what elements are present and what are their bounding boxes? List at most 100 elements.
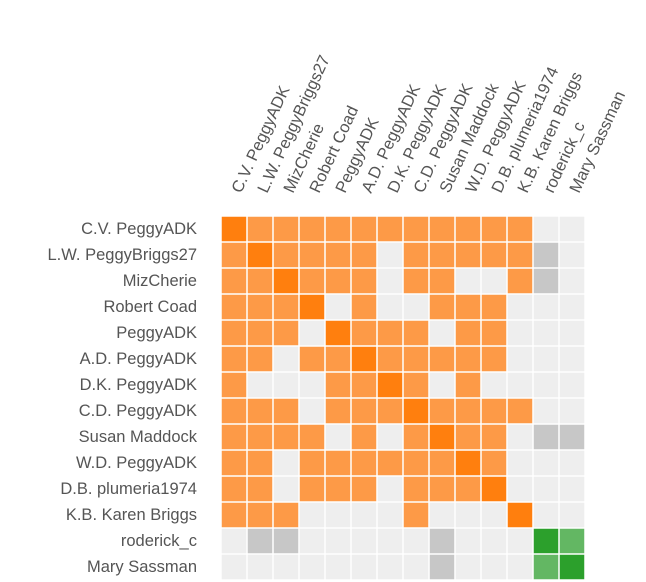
matrix-cell-3-2[interactable]	[273, 294, 299, 320]
matrix-cell-13-6[interactable]	[377, 554, 403, 580]
matrix-cell-5-5[interactable]	[351, 346, 377, 372]
matrix-cell-2-7[interactable]	[403, 268, 429, 294]
matrix-cell-1-0[interactable]	[221, 242, 247, 268]
matrix-cell-0-2[interactable]	[273, 216, 299, 242]
matrix-cell-2-2[interactable]	[273, 268, 299, 294]
matrix-cell-9-13[interactable]	[559, 450, 585, 476]
matrix-cell-9-5[interactable]	[351, 450, 377, 476]
matrix-cell-0-13[interactable]	[559, 216, 585, 242]
matrix-cell-0-10[interactable]	[481, 216, 507, 242]
matrix-cell-7-12[interactable]	[533, 398, 559, 424]
matrix-cell-8-2[interactable]	[273, 424, 299, 450]
matrix-cell-13-8[interactable]	[429, 554, 455, 580]
matrix-cell-2-12[interactable]	[533, 268, 559, 294]
matrix-cell-6-10[interactable]	[481, 372, 507, 398]
matrix-cell-11-7[interactable]	[403, 502, 429, 528]
matrix-cell-4-11[interactable]	[507, 320, 533, 346]
matrix-cell-3-8[interactable]	[429, 294, 455, 320]
matrix-cell-12-7[interactable]	[403, 528, 429, 554]
matrix-cell-1-1[interactable]	[247, 242, 273, 268]
matrix-cell-11-0[interactable]	[221, 502, 247, 528]
matrix-cell-6-6[interactable]	[377, 372, 403, 398]
matrix-cell-5-8[interactable]	[429, 346, 455, 372]
matrix-cell-6-1[interactable]	[247, 372, 273, 398]
matrix-cell-5-6[interactable]	[377, 346, 403, 372]
matrix-cell-12-9[interactable]	[455, 528, 481, 554]
matrix-cell-2-4[interactable]	[325, 268, 351, 294]
matrix-cell-4-6[interactable]	[377, 320, 403, 346]
matrix-cell-3-10[interactable]	[481, 294, 507, 320]
matrix-cell-7-13[interactable]	[559, 398, 585, 424]
matrix-cell-2-11[interactable]	[507, 268, 533, 294]
matrix-cell-3-5[interactable]	[351, 294, 377, 320]
matrix-cell-10-1[interactable]	[247, 476, 273, 502]
matrix-cell-5-13[interactable]	[559, 346, 585, 372]
matrix-cell-2-10[interactable]	[481, 268, 507, 294]
matrix-cell-9-8[interactable]	[429, 450, 455, 476]
matrix-cell-3-9[interactable]	[455, 294, 481, 320]
matrix-cell-11-12[interactable]	[533, 502, 559, 528]
matrix-cell-9-4[interactable]	[325, 450, 351, 476]
matrix-cell-5-1[interactable]	[247, 346, 273, 372]
matrix-cell-0-9[interactable]	[455, 216, 481, 242]
matrix-cell-9-7[interactable]	[403, 450, 429, 476]
matrix-cell-10-13[interactable]	[559, 476, 585, 502]
matrix-cell-8-4[interactable]	[325, 424, 351, 450]
matrix-cell-3-4[interactable]	[325, 294, 351, 320]
matrix-cell-11-8[interactable]	[429, 502, 455, 528]
matrix-cell-11-13[interactable]	[559, 502, 585, 528]
matrix-cell-12-10[interactable]	[481, 528, 507, 554]
matrix-cell-1-8[interactable]	[429, 242, 455, 268]
matrix-cell-6-13[interactable]	[559, 372, 585, 398]
matrix-cell-7-7[interactable]	[403, 398, 429, 424]
matrix-cell-13-7[interactable]	[403, 554, 429, 580]
matrix-cell-6-3[interactable]	[299, 372, 325, 398]
matrix-cell-4-1[interactable]	[247, 320, 273, 346]
matrix-cell-7-11[interactable]	[507, 398, 533, 424]
matrix-cell-3-7[interactable]	[403, 294, 429, 320]
matrix-cell-13-4[interactable]	[325, 554, 351, 580]
matrix-cell-6-9[interactable]	[455, 372, 481, 398]
matrix-cell-6-7[interactable]	[403, 372, 429, 398]
matrix-cell-0-5[interactable]	[351, 216, 377, 242]
matrix-cell-3-3[interactable]	[299, 294, 325, 320]
matrix-cell-13-2[interactable]	[273, 554, 299, 580]
matrix-cell-11-10[interactable]	[481, 502, 507, 528]
matrix-cell-12-12[interactable]	[533, 528, 559, 554]
matrix-cell-0-4[interactable]	[325, 216, 351, 242]
matrix-cell-1-2[interactable]	[273, 242, 299, 268]
matrix-cell-3-1[interactable]	[247, 294, 273, 320]
matrix-cell-10-9[interactable]	[455, 476, 481, 502]
matrix-cell-1-10[interactable]	[481, 242, 507, 268]
matrix-cell-8-0[interactable]	[221, 424, 247, 450]
matrix-cell-4-12[interactable]	[533, 320, 559, 346]
matrix-cell-7-2[interactable]	[273, 398, 299, 424]
matrix-cell-10-10[interactable]	[481, 476, 507, 502]
matrix-cell-2-0[interactable]	[221, 268, 247, 294]
matrix-cell-2-13[interactable]	[559, 268, 585, 294]
matrix-cell-1-6[interactable]	[377, 242, 403, 268]
matrix-cell-9-11[interactable]	[507, 450, 533, 476]
matrix-cell-1-7[interactable]	[403, 242, 429, 268]
matrix-cell-8-7[interactable]	[403, 424, 429, 450]
matrix-cell-10-6[interactable]	[377, 476, 403, 502]
matrix-cell-10-7[interactable]	[403, 476, 429, 502]
matrix-cell-13-10[interactable]	[481, 554, 507, 580]
matrix-cell-1-3[interactable]	[299, 242, 325, 268]
matrix-cell-10-2[interactable]	[273, 476, 299, 502]
matrix-cell-0-0[interactable]	[221, 216, 247, 242]
matrix-cell-0-7[interactable]	[403, 216, 429, 242]
matrix-cell-8-5[interactable]	[351, 424, 377, 450]
matrix-cell-4-10[interactable]	[481, 320, 507, 346]
matrix-cell-10-12[interactable]	[533, 476, 559, 502]
matrix-cell-5-11[interactable]	[507, 346, 533, 372]
matrix-cell-3-6[interactable]	[377, 294, 403, 320]
matrix-cell-4-13[interactable]	[559, 320, 585, 346]
matrix-cell-11-4[interactable]	[325, 502, 351, 528]
matrix-cell-13-5[interactable]	[351, 554, 377, 580]
matrix-cell-1-11[interactable]	[507, 242, 533, 268]
matrix-cell-4-3[interactable]	[299, 320, 325, 346]
matrix-cell-9-6[interactable]	[377, 450, 403, 476]
matrix-cell-6-11[interactable]	[507, 372, 533, 398]
matrix-cell-5-0[interactable]	[221, 346, 247, 372]
